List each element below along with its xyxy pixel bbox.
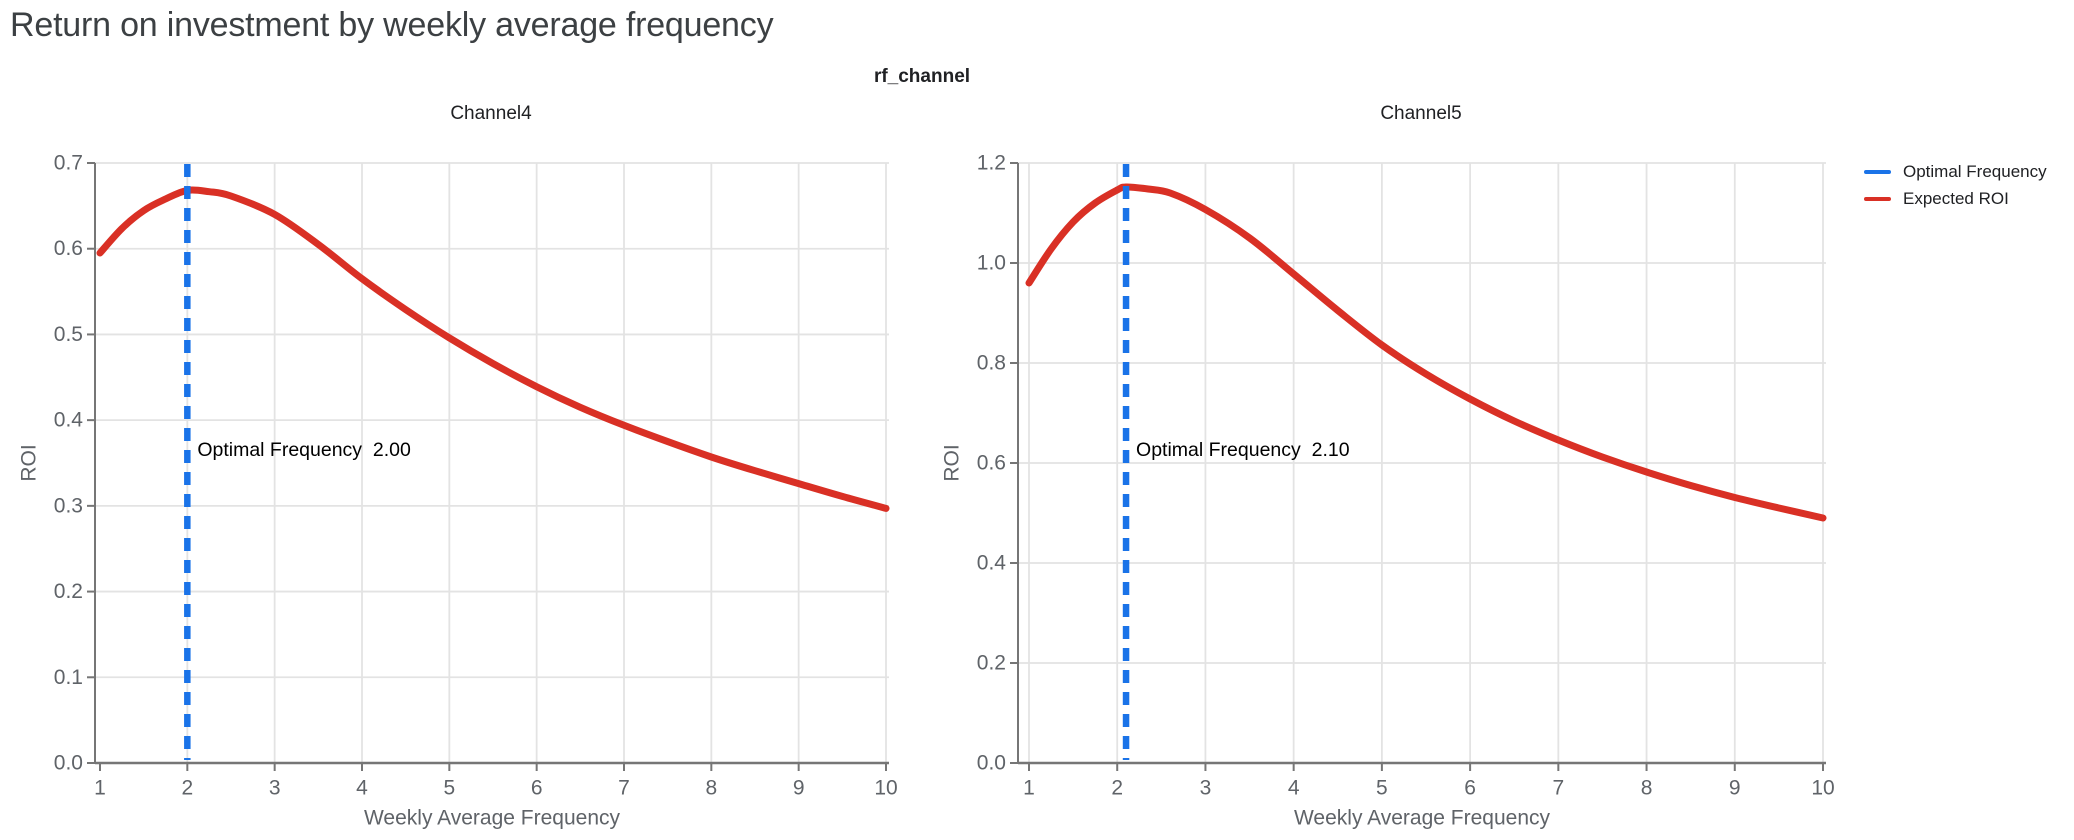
- y-tick-label: 0.7: [54, 152, 83, 175]
- y-tick-label: 0.6: [977, 452, 1006, 475]
- y-tick-label: 0.0: [977, 752, 1006, 775]
- legend-item-expected-roi: Expected ROI: [1864, 189, 2047, 209]
- x-tick-label: 4: [1288, 777, 1300, 800]
- x-tick-label: 9: [1729, 777, 1741, 800]
- x-tick-label: 8: [1641, 777, 1653, 800]
- x-tick-label: 8: [705, 777, 717, 800]
- expected-roi-curve: [96, 186, 890, 512]
- optimal-frequency-annotation: Optimal Frequency 2.10: [1136, 439, 1350, 461]
- x-tick-label: 2: [181, 777, 193, 800]
- y-tick-label: 0.2: [54, 580, 83, 603]
- y-tick-label: 0.2: [977, 652, 1006, 675]
- y-tick-label: 0.6: [54, 237, 83, 260]
- x-tick-label: 10: [874, 777, 897, 800]
- x-tick-label: 3: [1200, 777, 1212, 800]
- legend-label: Expected ROI: [1903, 189, 2009, 208]
- y-tick-label: 0.8: [977, 352, 1006, 375]
- y-tick-label: 0.4: [54, 409, 84, 432]
- x-tick-label: 5: [1376, 777, 1388, 800]
- x-tick-label: 5: [443, 777, 455, 800]
- right-chart: 1 2 3 4 5 6 7 8 9 10 0.0 0.2 0.4 0.6 0.8 1.0 1.2 Weekly A…: [941, 152, 1835, 830]
- y-tick-label: 0.3: [54, 494, 83, 517]
- figure-title: rf_channel: [873, 66, 971, 87]
- y-tick-label: 1.2: [977, 152, 1006, 175]
- y-tick-label: 1.0: [977, 252, 1006, 275]
- expected-roi-swatch-icon: [1864, 197, 1891, 201]
- x-tick-label: 2: [1111, 777, 1123, 800]
- y-axis-title: ROI: [18, 444, 41, 481]
- expected-roi-curve: [1025, 183, 1827, 522]
- x-tick-label: 6: [1464, 777, 1476, 800]
- y-tick-label: 0.0: [54, 752, 83, 775]
- subplot-title-channel4: Channel4: [450, 103, 532, 124]
- x-tick-label: 7: [1552, 777, 1564, 800]
- x-tick-label: 4: [356, 777, 368, 800]
- x-tick-label: 3: [269, 777, 281, 800]
- y-tick-label: 0.5: [54, 323, 83, 346]
- y-tick-label: 0.1: [54, 666, 83, 689]
- y-axis-title: ROI: [941, 444, 964, 481]
- x-tick-label: 10: [1811, 777, 1834, 800]
- legend-label: Optimal Frequency: [1903, 162, 2047, 181]
- optimal-frequency-annotation: Optimal Frequency 2.00: [197, 439, 411, 461]
- x-tick-label: 7: [618, 777, 630, 800]
- left-chart: 1 2 3 4 5 6 7 8 9 10 0.0 0.1 0.2 0.3 0.4 0.5 0.6 0.7 Weekl…: [18, 152, 898, 830]
- optimal-frequency-swatch-icon: [1864, 170, 1891, 174]
- x-tick-label: 1: [1023, 777, 1035, 800]
- legend: Optimal Frequency Expected ROI: [1864, 162, 2047, 216]
- x-tick-label: 1: [94, 777, 106, 800]
- page-title: Return on investment by weekly average f…: [10, 6, 774, 44]
- subplot-title-channel5: Channel5: [1380, 103, 1462, 124]
- y-tick-label: 0.4: [977, 552, 1007, 575]
- x-tick-label: 6: [531, 777, 543, 800]
- x-axis-title: Weekly Average Frequency: [1294, 807, 1551, 830]
- x-tick-label: 9: [793, 777, 805, 800]
- legend-item-optimal-frequency: Optimal Frequency: [1864, 162, 2047, 182]
- x-axis-title: Weekly Average Frequency: [364, 807, 621, 830]
